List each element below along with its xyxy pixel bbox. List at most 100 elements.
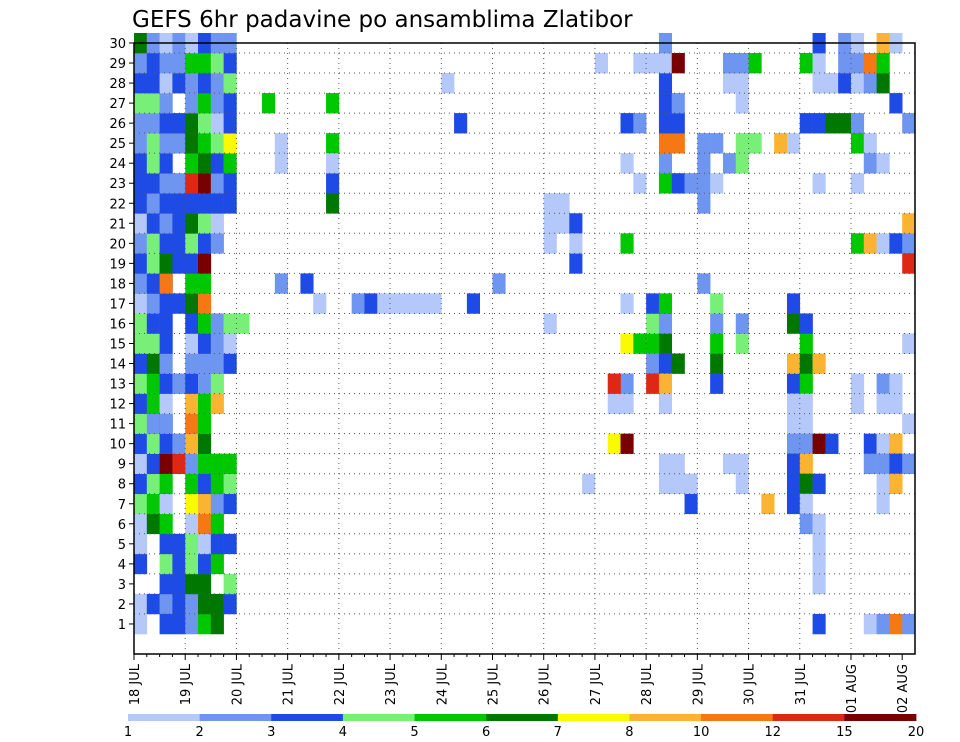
heatmap-cell [735, 453, 749, 474]
heatmap-cell [735, 313, 749, 334]
heatmap-cell [684, 473, 698, 495]
heatmap-cell [761, 493, 775, 515]
heatmap-cell [198, 173, 212, 194]
heatmap-cell [134, 113, 148, 134]
colorbar-label: 12 [764, 725, 781, 740]
heatmap-cell [620, 373, 634, 394]
heatmap-cell [786, 453, 801, 474]
heatmap-cell [223, 353, 237, 374]
heatmap-cell [556, 193, 570, 214]
heatmap-cell [185, 573, 199, 595]
heatmap-cell [159, 533, 173, 555]
heatmap-cell [185, 193, 199, 214]
heatmap-cell [185, 433, 199, 454]
heatmap-cell [722, 453, 737, 474]
heatmap-cell [735, 93, 749, 114]
heatmap-cell [326, 193, 340, 214]
heatmap-cell [172, 293, 186, 314]
heatmap-cell [735, 133, 749, 154]
heatmap-cell [543, 213, 557, 234]
heatmap-cell [326, 173, 340, 194]
heatmap-cell [146, 233, 160, 254]
heatmap-cell [543, 313, 557, 334]
heatmap-cell [146, 413, 160, 434]
heatmap-cell [223, 593, 237, 615]
heatmap-cell [198, 413, 212, 434]
heatmap-cell [889, 453, 903, 474]
colorbar-swatch [271, 714, 344, 721]
heatmap-cell [198, 273, 212, 294]
heatmap-cell [210, 453, 224, 474]
heatmap-cell [185, 473, 199, 495]
heatmap-cell [671, 93, 685, 114]
heatmap-cell [799, 453, 813, 474]
heatmap-cell [786, 413, 801, 434]
heatmap-cell [466, 293, 480, 314]
colorbar-label: 3 [267, 725, 275, 740]
heatmap-cell [198, 213, 212, 234]
y-tick-label: 28 [109, 77, 126, 92]
heatmap-cell [671, 53, 685, 74]
heatmap-cell [850, 113, 865, 134]
heatmap-cell [198, 193, 212, 214]
heatmap-cell [326, 93, 340, 114]
heatmap-cell [210, 53, 224, 74]
heatmap-cell [351, 293, 365, 314]
heatmap-cell [300, 273, 314, 294]
heatmap-cell [185, 73, 199, 94]
heatmap-cell [825, 113, 839, 134]
y-tick-label: 18 [109, 277, 126, 292]
heatmap-cell [697, 193, 711, 214]
colorbar-label: 10 [693, 725, 710, 740]
x-tick-label: 01 AUG [845, 664, 860, 713]
heatmap-cell [185, 513, 199, 535]
heatmap-cell [710, 373, 724, 394]
heatmap-cell [633, 113, 647, 134]
heatmap-cell [646, 53, 660, 74]
heatmap-cell [671, 173, 685, 194]
heatmap-cell [812, 113, 826, 134]
y-tick-label: 7 [118, 498, 126, 513]
heatmap-cell [146, 433, 160, 454]
heatmap-cell [863, 73, 877, 94]
heatmap-cell [838, 53, 852, 74]
heatmap-cell [134, 473, 148, 495]
heatmap-cell [146, 493, 160, 515]
heatmap-cell [582, 473, 596, 495]
heatmap-cell [159, 73, 173, 94]
heatmap-cell [876, 433, 890, 454]
y-tick-label: 19 [109, 257, 126, 272]
heatmap-cell [710, 173, 724, 194]
y-tick-label: 17 [109, 297, 126, 312]
heatmap-cell [812, 553, 826, 575]
heatmap-cell [799, 433, 813, 454]
heatmap-cell [198, 293, 212, 314]
heatmap-cell [889, 473, 903, 495]
heatmap-cell [185, 493, 199, 515]
heatmap-cell [876, 613, 890, 635]
heatmap-cell [172, 113, 186, 134]
heatmap-cell [210, 333, 224, 354]
heatmap-cell [658, 353, 673, 374]
heatmap-cell [889, 373, 903, 394]
heatmap-cell [185, 93, 199, 114]
colorbar-swatch [629, 714, 702, 721]
heatmap-cell [812, 513, 826, 535]
heatmap-cell [863, 433, 877, 454]
heatmap-cell [658, 293, 673, 314]
heatmap-cell [198, 313, 212, 334]
x-tick-label: 29 JUL [691, 663, 706, 705]
heatmap-cell [172, 553, 186, 575]
colorbar-label: 8 [625, 725, 633, 740]
heatmap-cell [671, 113, 685, 134]
heatmap-cell [210, 73, 224, 94]
heatmap-cell [697, 153, 711, 174]
heatmap-cell [223, 533, 237, 555]
heatmap-cell [210, 593, 224, 615]
heatmap-cell [185, 553, 199, 575]
heatmap-cell [134, 533, 148, 555]
heatmap-cell [159, 473, 173, 495]
x-tick-label: 18 JUL [128, 663, 143, 705]
y-tick-label: 27 [109, 97, 126, 112]
heatmap-cell [159, 153, 173, 174]
